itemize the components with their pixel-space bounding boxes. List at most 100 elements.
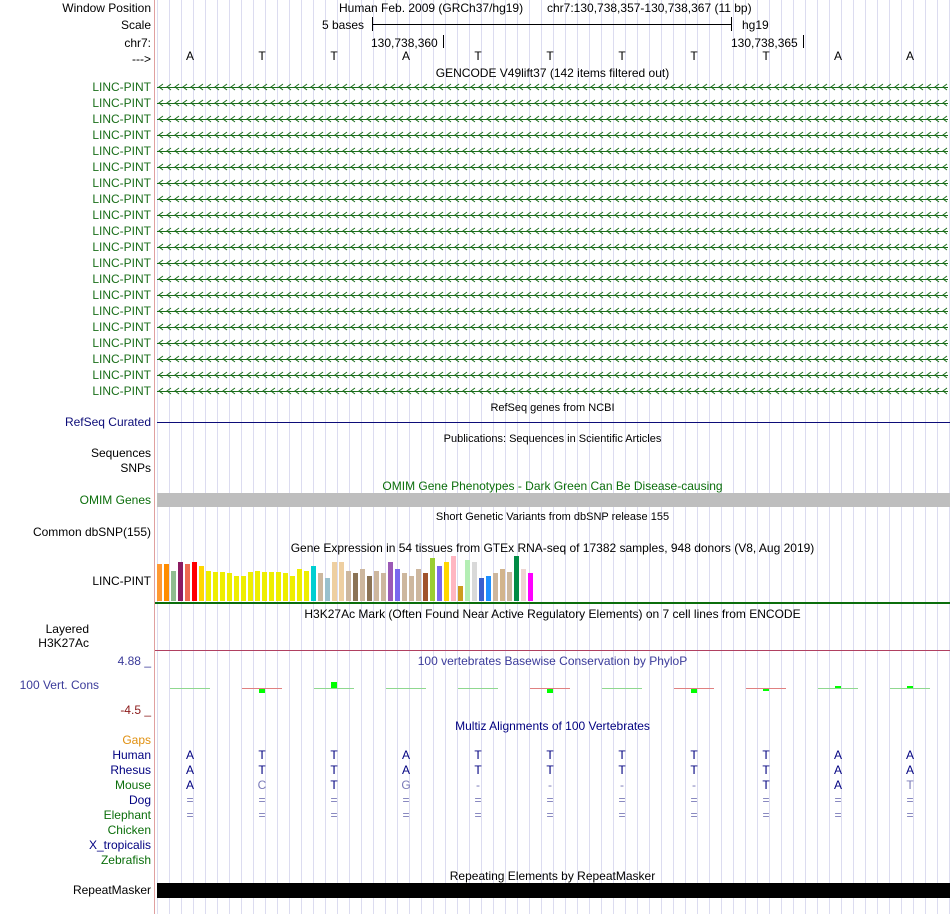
gencode-transcript-line[interactable] <box>157 240 948 254</box>
gtex-tissue-bar[interactable] <box>192 562 197 601</box>
gtex-tissue-bar[interactable] <box>402 573 407 601</box>
label-gtex-gene[interactable]: LINC-PINT <box>92 574 151 588</box>
gtex-tissue-bar[interactable] <box>248 572 253 601</box>
gtex-tissue-bar[interactable] <box>507 572 512 601</box>
label-snps[interactable]: SNPs <box>120 461 151 475</box>
label-phylop[interactable]: 100 Vert. Cons <box>19 678 99 692</box>
gtex-tissue-bar[interactable] <box>430 558 435 601</box>
gencode-gene-label[interactable]: LINC-PINT <box>92 176 151 190</box>
gtex-tissue-bar[interactable] <box>297 569 302 601</box>
gtex-title[interactable]: Gene Expression in 54 tissues from GTEx … <box>290 541 815 555</box>
label-gaps[interactable]: Gaps <box>122 733 151 747</box>
gtex-tissue-bar[interactable] <box>353 573 358 601</box>
gtex-tissue-bar[interactable] <box>318 573 323 601</box>
gencode-gene-label[interactable]: LINC-PINT <box>92 192 151 206</box>
gtex-tissue-bar[interactable] <box>472 562 477 601</box>
gencode-transcript-line[interactable] <box>157 144 948 158</box>
gtex-tissue-bar[interactable] <box>185 564 190 601</box>
label-refseq[interactable]: RefSeq Curated <box>64 415 151 429</box>
phylop-score-mark[interactable] <box>835 686 841 688</box>
gencode-gene-label[interactable]: LINC-PINT <box>92 160 151 174</box>
gtex-tissue-bar[interactable] <box>290 576 295 601</box>
gtex-tissue-bar[interactable] <box>514 556 519 601</box>
omim-bar[interactable] <box>157 493 950 507</box>
gtex-tissue-bar[interactable] <box>311 566 316 601</box>
gencode-transcript-line[interactable] <box>157 256 948 270</box>
gencode-transcript-line[interactable] <box>157 96 948 110</box>
gencode-transcript-line[interactable] <box>157 112 948 126</box>
gencode-gene-label[interactable]: LINC-PINT <box>92 352 151 366</box>
species-label[interactable]: Dog <box>128 793 151 807</box>
phylop-title[interactable]: 100 vertebrates Basewise Conservation by… <box>417 654 688 668</box>
label-strand-toggle[interactable]: ---> <box>132 52 151 66</box>
gencode-transcript-line[interactable] <box>157 320 948 334</box>
h3k27ac-title[interactable]: H3K27Ac Mark (Often Found Near Active Re… <box>304 607 801 621</box>
gencode-gene-label[interactable]: LINC-PINT <box>92 128 151 142</box>
panel-divider[interactable] <box>154 0 155 914</box>
gtex-tissue-bar[interactable] <box>437 566 442 601</box>
species-label[interactable]: Mouse <box>114 778 151 792</box>
gencode-gene-label[interactable]: LINC-PINT <box>92 240 151 254</box>
label-repeatmasker[interactable]: RepeatMasker <box>72 883 151 897</box>
gencode-gene-label[interactable]: LINC-PINT <box>92 304 151 318</box>
label-dbsnp[interactable]: Common dbSNP(155) <box>32 525 151 539</box>
gencode-transcript-line[interactable] <box>157 176 948 190</box>
gtex-tissue-bar[interactable] <box>206 571 211 601</box>
gencode-gene-label[interactable]: LINC-PINT <box>92 112 151 126</box>
gencode-gene-label[interactable]: LINC-PINT <box>92 384 151 398</box>
gencode-transcript-line[interactable] <box>157 224 948 238</box>
gtex-tissue-bar[interactable] <box>451 556 456 601</box>
publications-title[interactable]: Publications: Sequences in Scientific Ar… <box>443 433 662 445</box>
species-label[interactable]: Rhesus <box>110 763 151 777</box>
repeatmasker-title[interactable]: Repeating Elements by RepeatMasker <box>449 869 656 883</box>
gtex-tissue-bar[interactable] <box>500 569 505 601</box>
gtex-tissue-bar[interactable] <box>164 564 169 601</box>
gtex-tissue-bar[interactable] <box>395 569 400 601</box>
gencode-transcript-line[interactable] <box>157 336 948 350</box>
label-window-position[interactable]: Window Position <box>62 1 151 15</box>
gencode-gene-label[interactable]: LINC-PINT <box>92 96 151 110</box>
gtex-tissue-bar[interactable] <box>276 572 281 601</box>
refseq-gene-line[interactable] <box>157 422 950 423</box>
gencode-gene-label[interactable]: LINC-PINT <box>92 80 151 94</box>
refseq-title[interactable]: RefSeq genes from NCBI <box>490 402 615 414</box>
gtex-tissue-bar[interactable] <box>269 572 274 601</box>
gtex-tissue-bar[interactable] <box>458 586 463 601</box>
phylop-score-mark[interactable] <box>259 689 265 693</box>
phylop-score-mark[interactable] <box>547 689 553 693</box>
gtex-tissue-bar[interactable] <box>528 573 533 601</box>
repeatmasker-bar[interactable] <box>157 883 950 898</box>
species-label[interactable]: Zebrafish <box>100 853 151 867</box>
gtex-tissue-bar[interactable] <box>234 576 239 601</box>
gencode-transcript-line[interactable] <box>157 352 948 366</box>
gencode-transcript-line[interactable] <box>157 304 948 318</box>
gtex-tissue-bar[interactable] <box>486 576 491 601</box>
gencode-transcript-line[interactable] <box>157 384 948 398</box>
omim-title[interactable]: OMIM Gene Phenotypes - Dark Green Can Be… <box>382 479 723 493</box>
gencode-gene-label[interactable]: LINC-PINT <box>92 320 151 334</box>
phylop-plot[interactable] <box>155 670 950 710</box>
phylop-score-mark[interactable] <box>331 682 337 688</box>
gencode-transcript-line[interactable] <box>157 288 948 302</box>
gtex-tissue-bar[interactable] <box>171 571 176 601</box>
gencode-transcript-line[interactable] <box>157 368 948 382</box>
gencode-gene-label[interactable]: LINC-PINT <box>92 272 151 286</box>
gtex-tissue-bar[interactable] <box>521 569 526 601</box>
gtex-tissue-bar[interactable] <box>304 571 309 601</box>
track-image-area[interactable]: Human Feb. 2009 (GRCh37/hg19) chr7:130,7… <box>155 0 950 914</box>
gtex-tissue-bar[interactable] <box>157 564 162 601</box>
multiz-title[interactable]: Multiz Alignments of 100 Vertebrates <box>455 719 650 733</box>
gtex-tissue-bar[interactable] <box>220 572 225 601</box>
label-omim[interactable]: OMIM Genes <box>79 493 151 507</box>
gencode-transcript-line[interactable] <box>157 192 948 206</box>
gencode-gene-label[interactable]: LINC-PINT <box>92 368 151 382</box>
species-label[interactable]: Elephant <box>103 808 151 822</box>
gtex-tissue-bar[interactable] <box>262 572 267 601</box>
gencode-transcript-line[interactable] <box>157 160 948 174</box>
species-label[interactable]: Human <box>112 748 151 762</box>
phylop-score-mark[interactable] <box>907 686 913 688</box>
gtex-tissue-bar[interactable] <box>423 573 428 601</box>
gtex-tissue-bar[interactable] <box>444 562 449 601</box>
phylop-score-mark[interactable] <box>763 689 769 691</box>
gencode-transcript-line[interactable] <box>157 128 948 142</box>
